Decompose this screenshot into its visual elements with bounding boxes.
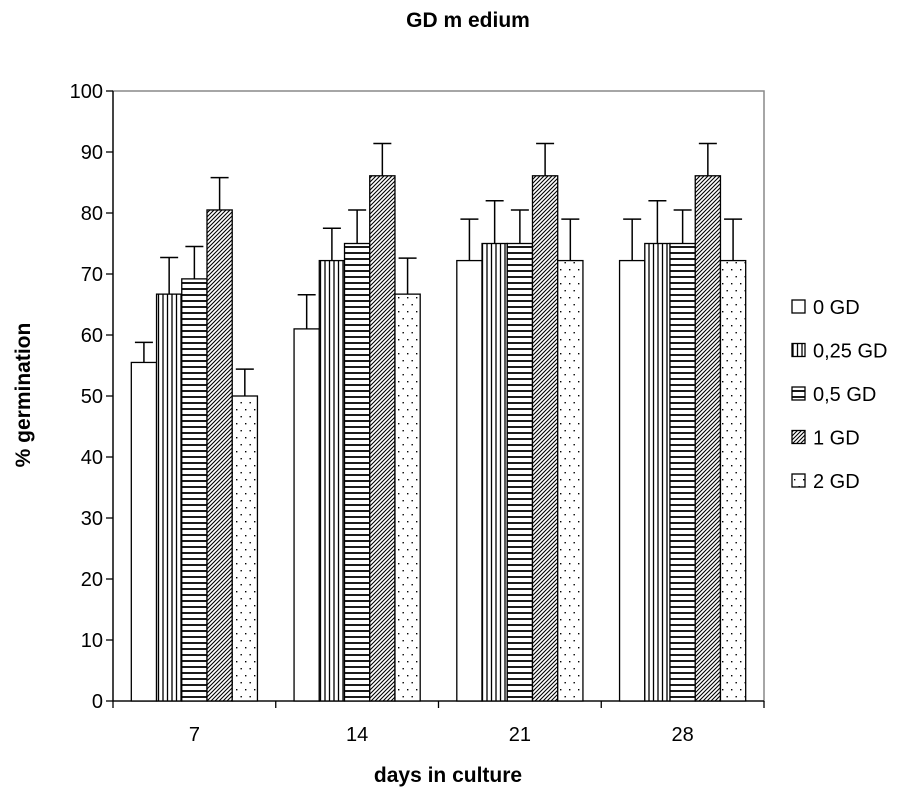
bar [231,395,259,702]
legend-label: 2 GD [813,471,860,493]
bar [181,278,208,702]
bar [130,361,158,702]
y-tick-label: 30 [81,508,103,530]
y-tick-label: 60 [81,325,103,347]
bar [669,242,696,702]
bar [155,293,183,702]
bar [557,259,584,702]
y-axis-title: % germination [12,323,35,468]
x-axis: 7 14 21 28 [112,700,765,746]
bar [506,242,534,702]
y-tick-label: 40 [81,447,103,469]
y-tick-label: 80 [81,203,103,225]
legend-swatch [791,299,806,314]
x-tick-label: 21 [509,724,531,746]
legend-swatch [791,386,806,401]
y-tick-label: 0 [92,691,103,713]
bar [293,328,320,702]
x-axis-title: days in culture [374,764,522,787]
x-tick-label: 14 [346,724,368,746]
bar [456,259,483,702]
legend-label: 0,5 GD [813,384,876,406]
y-tick-label: 100 [70,81,103,103]
y-tick-label: 50 [81,386,103,408]
y-tick-label: 90 [81,142,103,164]
legend-label: 0 GD [813,297,860,319]
x-tick-label: 28 [672,724,694,746]
y-tick-label: 70 [81,264,103,286]
legend-swatch [791,473,806,488]
legend-swatch [791,429,806,445]
legend: 0 GD 0,25 GD 0,5 GD 1 GD 2 GD [791,297,887,493]
legend-label: 1 GD [813,428,860,450]
bar [531,175,559,702]
bar [318,259,346,702]
bar [369,175,396,702]
bar [719,259,747,702]
bar [618,259,646,702]
y-axis: 0 10 20 30 40 50 60 70 80 90 100 [70,81,114,713]
x-tick-label: 7 [189,724,200,746]
y-tick-label: 10 [81,630,103,652]
legend-swatch [791,342,806,358]
legend-label: 0,25 GD [813,341,887,363]
bar [481,242,508,702]
bar [394,293,421,702]
bars-group [130,142,747,702]
bar [694,175,722,702]
y-tick-label: 20 [81,569,103,591]
chart-title: GD m edium [406,9,530,32]
bar [206,209,233,702]
bar [644,242,671,702]
bar [343,242,371,702]
